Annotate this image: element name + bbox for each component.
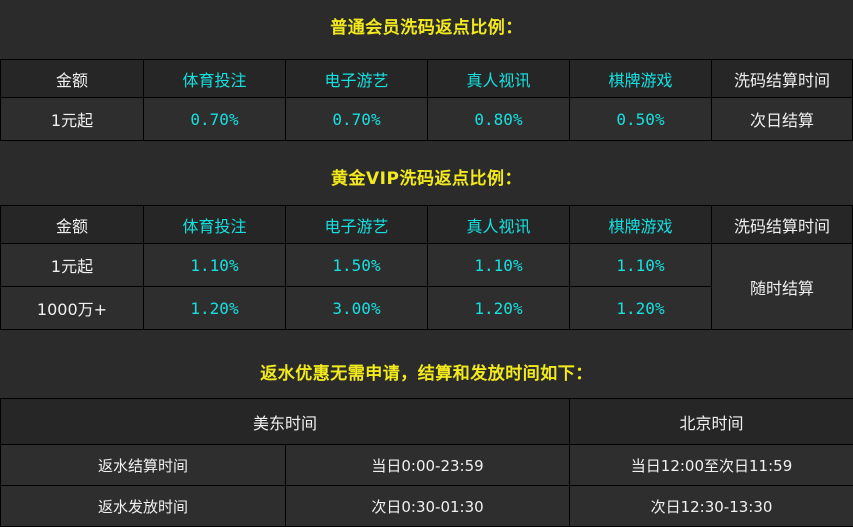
header-beijing-time: 北京时间 [570, 399, 853, 445]
header-settlement-time: 洗码结算时间 [712, 206, 853, 244]
header-slots: 电子游艺 [286, 60, 428, 98]
cell-amount: 1元起 [1, 244, 144, 287]
cell-eastern-time: 当日0:00-23:59 [286, 445, 570, 486]
header-chess: 棋牌游戏 [570, 206, 712, 244]
cell-chess-rate: 0.50% [570, 98, 712, 141]
header-amount: 金额 [1, 60, 144, 98]
cell-row-label: 返水结算时间 [1, 445, 286, 486]
cell-row-label: 返水发放时间 [1, 486, 286, 527]
cell-sports-rate: 1.10% [144, 244, 286, 287]
header-settlement-time: 洗码结算时间 [712, 60, 853, 98]
cell-sports-rate: 1.20% [144, 287, 286, 330]
cell-beijing-time: 次日12:30-13:30 [570, 486, 853, 527]
table-header-row: 金额 体育投注 电子游艺 真人视讯 棋牌游戏 洗码结算时间 [1, 60, 853, 98]
table-row: 返水结算时间 当日0:00-23:59 当日12:00至次日11:59 [1, 445, 853, 486]
cell-live-rate: 0.80% [428, 98, 570, 141]
header-slots: 电子游艺 [286, 206, 428, 244]
normal-member-rebate-table: 金额 体育投注 电子游艺 真人视讯 棋牌游戏 洗码结算时间 1元起 0.70% … [0, 59, 853, 141]
cell-settlement-time-merged: 随时结算 [712, 244, 853, 330]
table-row: 1元起 0.70% 0.70% 0.80% 0.50% 次日结算 [1, 98, 853, 141]
cell-sports-rate: 0.70% [144, 98, 286, 141]
table-header-row: 美东时间 北京时间 [1, 399, 853, 445]
cell-live-rate: 1.20% [428, 287, 570, 330]
table-header-row: 金额 体育投注 电子游艺 真人视讯 棋牌游戏 洗码结算时间 [1, 206, 853, 244]
normal-member-section-title: 普通会员洗码返点比例： [0, 20, 853, 37]
cell-amount: 1000万+ [1, 287, 144, 330]
gold-vip-rebate-table: 金额 体育投注 电子游艺 真人视讯 棋牌游戏 洗码结算时间 1元起 1.10% … [0, 205, 853, 330]
table-row: 1元起 1.10% 1.50% 1.10% 1.10% 随时结算 [1, 244, 853, 287]
cell-eastern-time: 次日0:30-01:30 [286, 486, 570, 527]
payout-times-table: 美东时间 北京时间 返水结算时间 当日0:00-23:59 当日12:00至次日… [0, 398, 853, 527]
cell-live-rate: 1.10% [428, 244, 570, 287]
cell-slots-rate: 3.00% [286, 287, 428, 330]
header-eastern-time: 美东时间 [1, 399, 570, 445]
header-live: 真人视讯 [428, 206, 570, 244]
header-live: 真人视讯 [428, 60, 570, 98]
header-sports: 体育投注 [144, 60, 286, 98]
gold-vip-section-title: 黄金VIP洗码返点比例： [0, 171, 853, 188]
table-row: 返水发放时间 次日0:30-01:30 次日12:30-13:30 [1, 486, 853, 527]
cell-slots-rate: 0.70% [286, 98, 428, 141]
cell-amount: 1元起 [1, 98, 144, 141]
cell-chess-rate: 1.10% [570, 244, 712, 287]
cell-chess-rate: 1.20% [570, 287, 712, 330]
cell-beijing-time: 当日12:00至次日11:59 [570, 445, 853, 486]
cell-settlement-time: 次日结算 [712, 98, 853, 141]
payout-times-section-title: 返水优惠无需申请，结算和发放时间如下： [0, 366, 853, 383]
cell-slots-rate: 1.50% [286, 244, 428, 287]
header-amount: 金额 [1, 206, 144, 244]
header-chess: 棋牌游戏 [570, 60, 712, 98]
header-sports: 体育投注 [144, 206, 286, 244]
